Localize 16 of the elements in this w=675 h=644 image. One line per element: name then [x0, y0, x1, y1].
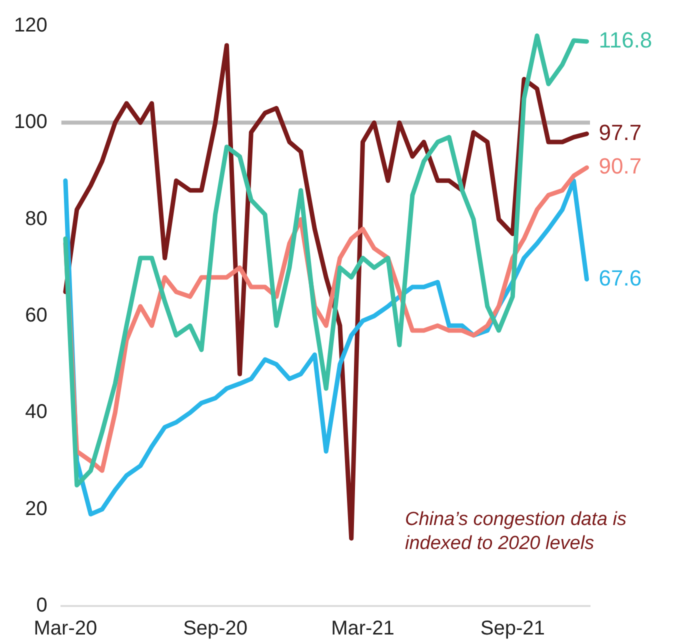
x-tick-label: Sep-21 — [480, 618, 545, 640]
annotation: China’s congestion data is indexed to 2020 levels — [405, 508, 628, 556]
data-label: 116.8 — [598, 28, 652, 53]
y-tick-label: 20 — [25, 498, 48, 520]
data-label: 90.7 — [598, 154, 642, 179]
y-tick-label: 120 — [14, 14, 48, 37]
y-tick-label: 40 — [25, 401, 48, 424]
y-tick-label: 60 — [25, 304, 48, 327]
data-label: 67.6 — [598, 265, 642, 290]
y-tick-label: 100 — [14, 111, 48, 134]
x-tick-label: Sep-20 — [183, 618, 248, 640]
y-tick-label: 80 — [25, 208, 48, 230]
x-tick-label: Mar-21 — [331, 618, 394, 640]
y-tick-label: 0 — [36, 594, 48, 617]
x-tick-label: Mar-20 — [34, 618, 98, 640]
data-label: 97.7 — [598, 120, 642, 145]
